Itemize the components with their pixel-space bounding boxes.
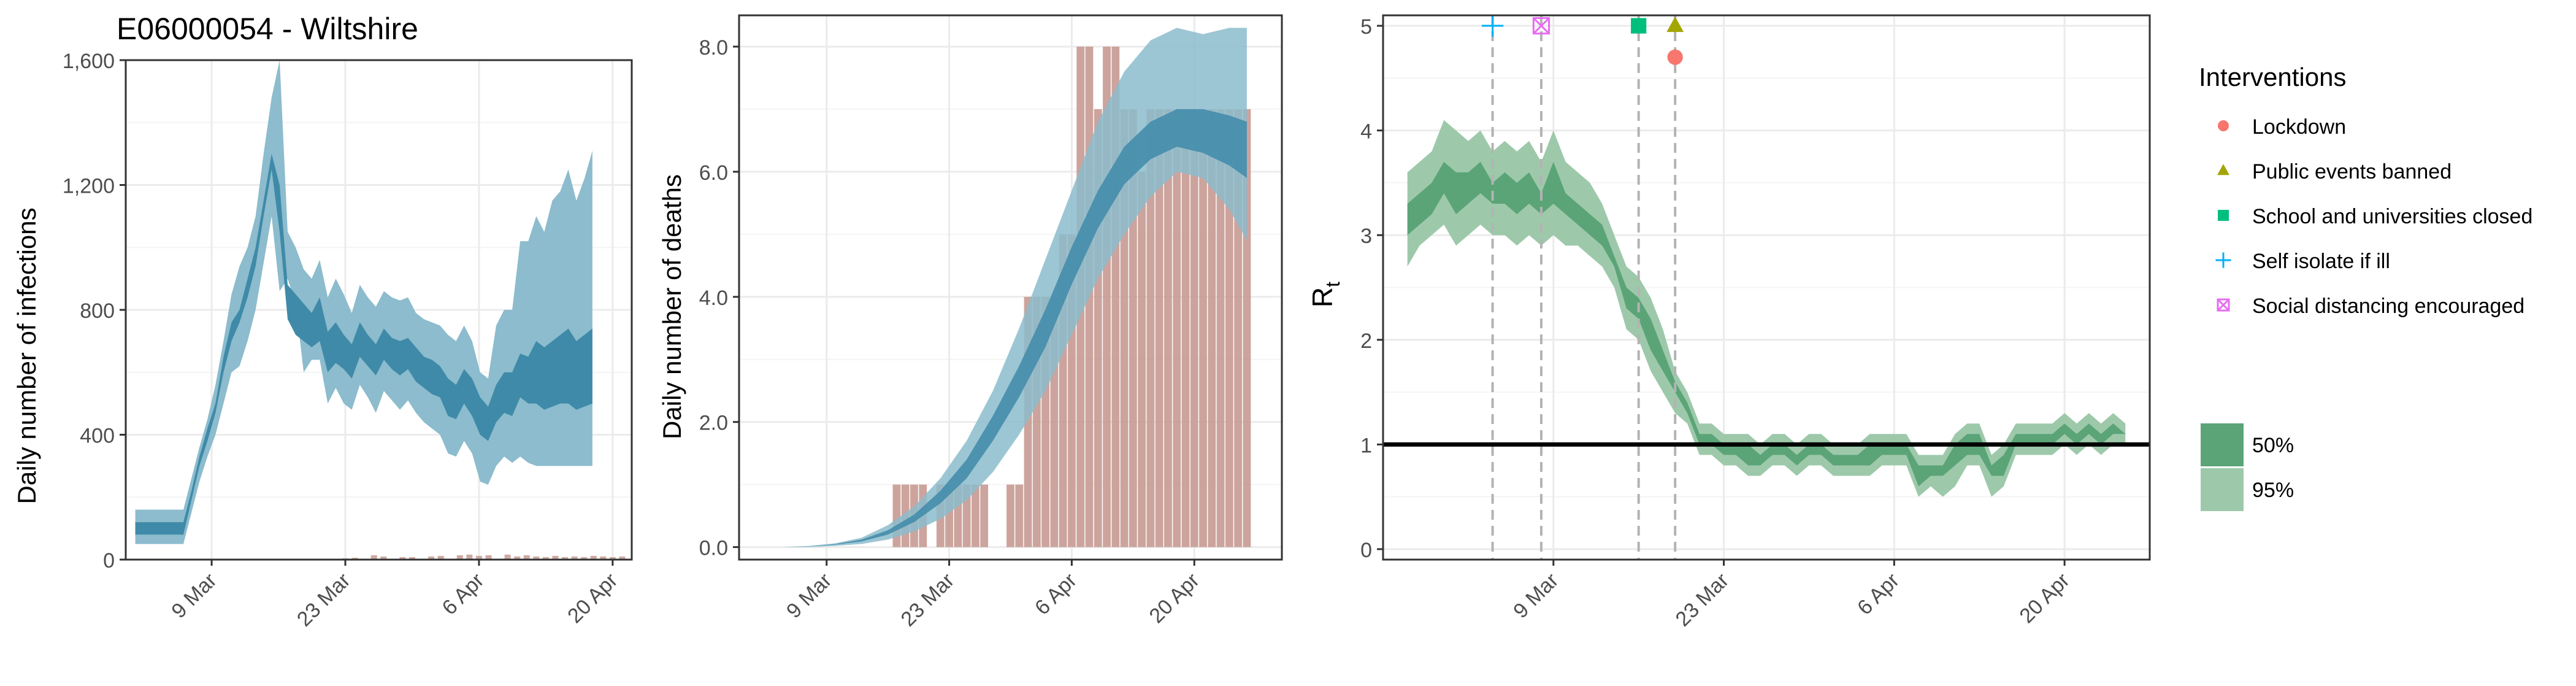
deaths-y-tick-label: 8.0 [699, 36, 728, 60]
infections-bar [581, 557, 588, 560]
legend-item-label: Public events banned [2252, 160, 2451, 183]
rt-marker-events [1666, 16, 1684, 33]
deaths-panel: Daily number of deaths 0.02.04.06.08.09 … [657, 14, 1283, 631]
infections-bar [533, 556, 540, 560]
rt-marker-lockdown [1667, 49, 1683, 65]
infections-bar [380, 556, 387, 560]
legend-item-label: Self isolate if ill [2252, 250, 2390, 273]
infections-bar [351, 557, 358, 560]
rt-y-tick-label: 0 [1360, 539, 1372, 562]
infections-bar [408, 557, 415, 560]
infections-bar [370, 555, 377, 560]
infections-bar [437, 555, 444, 560]
legend-symbol-events [2217, 164, 2229, 175]
deaths-bar [1173, 109, 1181, 547]
rt-y-tick-label: 4 [1360, 120, 1372, 144]
infections-bar [428, 556, 435, 560]
deaths-y-axis-label: Daily number of deaths [657, 174, 686, 439]
deaths-panel-border [738, 14, 1283, 561]
infections-bar [456, 555, 463, 560]
rt-y-axis-label: Rt [1306, 282, 1344, 307]
deaths-bar [1190, 109, 1198, 547]
rt-y-tick-label: 1 [1360, 434, 1372, 457]
deaths-bar [1208, 109, 1216, 547]
infections-bar [504, 554, 511, 560]
chart-title: E06000054 - Wiltshire [117, 12, 418, 46]
legend: Interventions Lockdown Public events bann… [2199, 63, 2532, 511]
deaths-bar [1181, 109, 1190, 547]
infections-bar [600, 556, 607, 560]
infections-bar [619, 556, 626, 560]
rt-band-50 [1407, 161, 2126, 487]
deaths-bar [1006, 484, 1014, 547]
infections-bar [466, 554, 473, 560]
deaths-y-tick-label: 0.0 [699, 537, 728, 560]
infections-bar [542, 557, 549, 560]
rt-y-axis-label-main: R [1306, 287, 1338, 307]
rt-marker-distancing [1532, 17, 1551, 35]
legend-ci-label: 95% [2252, 479, 2294, 502]
svg-text:Rt: Rt [1306, 282, 1344, 307]
deaths-bar [1138, 171, 1146, 547]
infections-bar [485, 555, 492, 560]
deaths-bar [1164, 109, 1172, 547]
legend-ci-swatch [2201, 423, 2244, 466]
rt-y-axis-label-sub: t [1322, 282, 1344, 287]
legend-symbol-isolate [2215, 252, 2231, 268]
legend-ci-swatch [2201, 468, 2244, 511]
infections-y-tick-label: 800 [80, 299, 115, 323]
deaths-y-tick-label: 6.0 [699, 161, 728, 185]
infections-y-tick-label: 400 [80, 425, 115, 448]
deaths-bar [1216, 109, 1225, 547]
legend-symbol-school [2218, 210, 2229, 221]
infections-bar [523, 555, 530, 560]
deaths-bar [980, 484, 989, 547]
legend-ci-label: 50% [2252, 434, 2294, 457]
deaths-bar [1015, 484, 1024, 547]
infections-bar [562, 557, 569, 560]
deaths-bar [1155, 109, 1163, 547]
infections-bar [514, 556, 521, 560]
infections-y-tick-label: 1,600 [63, 50, 115, 73]
rt-y-tick-label: 2 [1360, 330, 1372, 353]
legend-item-label: School and universities closed [2252, 205, 2532, 228]
deaths-y-tick-label: 2.0 [699, 412, 728, 435]
rt-y-tick-label: 5 [1360, 15, 1372, 39]
infections-y-axis-label: Daily number of infections [12, 207, 41, 504]
legend-symbol-distancing [2217, 298, 2230, 312]
infections-bar [552, 555, 559, 560]
legend-title: Interventions [2199, 63, 2346, 91]
infections-y-tick-label: 1,200 [63, 175, 115, 198]
rt-marker-isolate [1481, 15, 1504, 37]
deaths-bar [971, 484, 979, 547]
infections-bar [399, 557, 406, 560]
rt-y-tick-label: 3 [1360, 225, 1372, 248]
infections-bar [609, 557, 616, 560]
deaths-bar [1199, 109, 1207, 547]
infections-bar [571, 556, 578, 560]
infections-bar [590, 555, 597, 560]
legend-symbol-lockdown [2218, 120, 2229, 131]
rt-marker-school [1631, 18, 1647, 34]
rt-panel-border [1382, 14, 2151, 561]
infections-band-50 [135, 153, 592, 535]
infections-y-tick-label: 0 [103, 549, 115, 572]
legend-item-label: Lockdown [2252, 115, 2346, 139]
deaths-bar [1225, 109, 1233, 547]
deaths-y-tick-label: 4.0 [699, 287, 728, 310]
deaths-bar [1146, 109, 1155, 547]
legend-item-label: Social distancing encouraged [2252, 295, 2524, 318]
infections-bar [475, 555, 482, 560]
